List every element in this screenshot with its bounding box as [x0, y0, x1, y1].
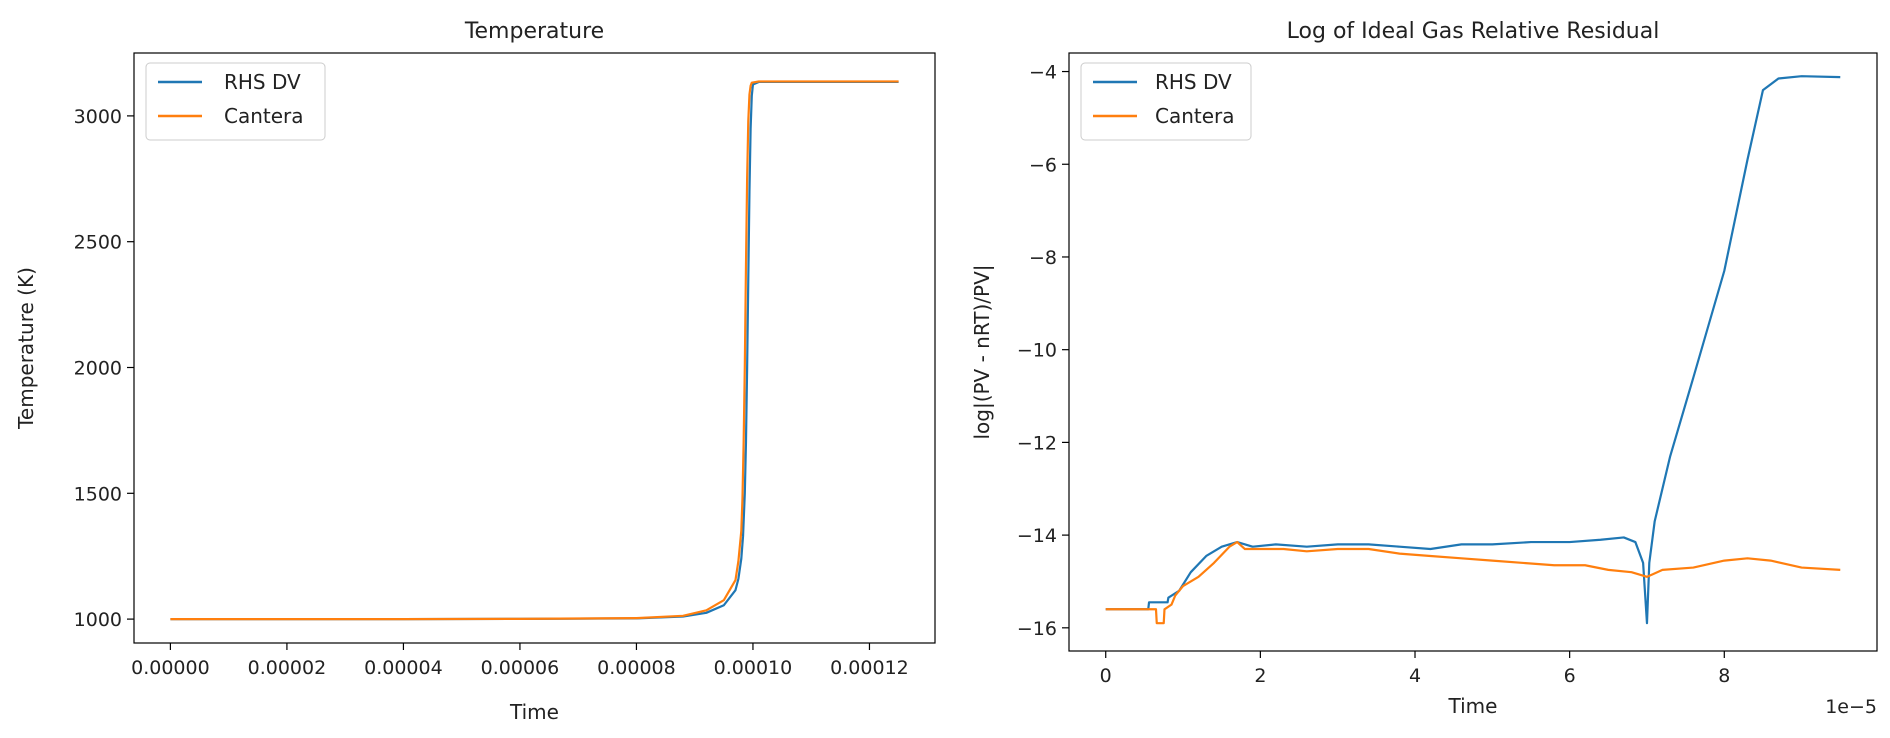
residual-xtick-label: 2: [1254, 665, 1266, 687]
temperature-xtick-label: 0.00002: [248, 657, 327, 679]
residual-xtick-label: 6: [1564, 665, 1576, 687]
temperature-xtick-label: 0.00010: [714, 657, 793, 679]
residual-ytick-label: −16: [1017, 618, 1057, 640]
temperature-legend: RHS DV Cantera: [145, 62, 326, 141]
temperature-axes-frame: [133, 52, 936, 644]
temperature-xtick-label: 0.00000: [131, 657, 210, 679]
residual-ytick-label: −14: [1017, 525, 1057, 547]
temperature-xtick-label: 0.00006: [481, 657, 560, 679]
temperature-xtick-label: 0.00008: [597, 657, 676, 679]
residual-legend-label-rhs-dv: RHS DV: [1155, 70, 1232, 94]
temperature-xlabel: Time: [509, 700, 559, 724]
temperature-line-rhs-dv: [170, 80, 899, 621]
temperature-xtick-label: 0.00004: [364, 657, 443, 679]
temperature-legend-label-cantera: Cantera: [224, 104, 304, 128]
residual-axes-frame: [1068, 52, 1878, 652]
residual-xtick-label: 0: [1100, 665, 1112, 687]
residual-xlabel: Time: [1448, 694, 1498, 718]
temperature-ticks: 0.00000 0.00002 0.00004 0.00006 0.00008 0.000…: [74, 106, 909, 679]
residual-legend-label-cantera: Cantera: [1155, 104, 1235, 128]
residual-ytick-label: −4: [1029, 62, 1057, 84]
residual-ytick-label: −10: [1017, 340, 1057, 362]
temperature-ytick-label: 2500: [74, 232, 122, 254]
residual-title: Log of Ideal Gas Relative Residual: [1287, 19, 1660, 44]
temperature-ylabel: Temperature (K): [14, 267, 38, 430]
temperature-xtick-label: 0.00012: [830, 657, 909, 679]
residual-ticks: 0 2 4 6 8 −16 −14 −12 −10 −8 −6 −4: [1017, 62, 1730, 687]
temperature-ytick-label: 2000: [74, 357, 122, 379]
temperature-legend-label-rhs-dv: RHS DV: [224, 70, 301, 94]
residual-xtick-label: 4: [1409, 665, 1421, 687]
residual-ylabel: log|(PV - nRT)/PV|: [970, 264, 994, 439]
residual-line-cantera: [1105, 540, 1841, 625]
residual-legend: RHS DV Cantera: [1080, 62, 1252, 141]
residual-ytick-label: −6: [1029, 154, 1057, 176]
residual-panel: Log of Ideal Gas Relative Residual 0 2 4 6 8…: [970, 19, 1878, 718]
temperature-line-cantera: [170, 80, 899, 621]
residual-ytick-label: −8: [1029, 247, 1057, 269]
residual-x-offset-label: 1e−5: [1825, 696, 1877, 718]
temperature-ytick-label: 1500: [74, 483, 122, 505]
temperature-title: Temperature: [464, 19, 604, 44]
temperature-ytick-label: 1000: [74, 609, 122, 631]
residual-line-rhs-dv: [1105, 75, 1841, 625]
residual-xtick-label: 8: [1718, 665, 1730, 687]
temperature-series-group: [170, 80, 899, 621]
residual-series-group: [1105, 75, 1841, 625]
residual-ytick-label: −12: [1017, 432, 1057, 454]
temperature-ytick-label: 3000: [74, 106, 122, 128]
temperature-panel: Temperature 0.00000 0.00002 0.00004 0.00006…: [14, 19, 936, 724]
